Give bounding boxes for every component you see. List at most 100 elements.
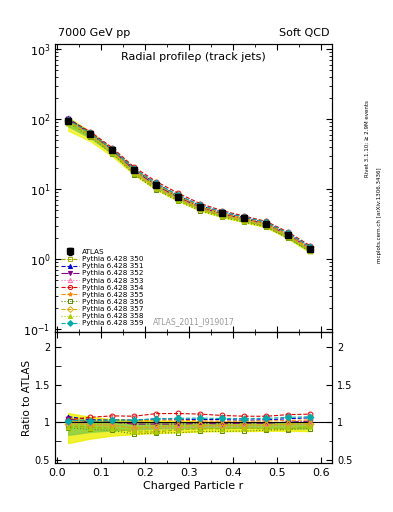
Pythia 6.428 359: [88, 130, 93, 136]
Text: ATLAS_2011_I919017: ATLAS_2011_I919017: [152, 317, 235, 326]
Pythia 6.428 353: [220, 212, 224, 218]
Pythia 6.428 353: [198, 205, 202, 211]
Pythia 6.428 354: [110, 144, 114, 151]
Pythia 6.428 352: [132, 167, 136, 174]
Pythia 6.428 359: [154, 180, 158, 186]
Pythia 6.428 351: [66, 115, 71, 121]
Pythia 6.428 358: [154, 185, 158, 191]
Pythia 6.428 359: [308, 244, 312, 250]
Pythia 6.428 353: [176, 196, 180, 202]
Pythia 6.428 355: [286, 231, 290, 238]
Pythia 6.428 357: [264, 222, 268, 228]
Pythia 6.428 350: [154, 186, 158, 192]
Pythia 6.428 356: [110, 151, 114, 157]
Pythia 6.428 359: [220, 209, 224, 215]
Pythia 6.428 358: [308, 247, 312, 253]
Pythia 6.428 353: [132, 169, 136, 175]
Pythia 6.428 352: [66, 116, 71, 122]
Pythia 6.428 351: [264, 220, 268, 226]
Line: Pythia 6.428 350: Pythia 6.428 350: [66, 120, 312, 253]
Pythia 6.428 358: [198, 206, 202, 212]
Pythia 6.428 356: [286, 235, 290, 241]
Text: Rivet 3.1.10; ≥ 2.9M events: Rivet 3.1.10; ≥ 2.9M events: [365, 100, 370, 177]
Pythia 6.428 355: [66, 117, 71, 123]
Pythia 6.428 351: [176, 193, 180, 199]
Pythia 6.428 351: [88, 130, 93, 136]
Pythia 6.428 357: [110, 148, 114, 155]
Pythia 6.428 351: [198, 202, 202, 208]
Pythia 6.428 351: [220, 209, 224, 216]
Pythia 6.428 355: [88, 130, 93, 136]
Pythia 6.428 355: [308, 245, 312, 251]
Pythia 6.428 356: [308, 248, 312, 254]
Pythia 6.428 353: [110, 148, 114, 155]
Pythia 6.428 350: [308, 247, 312, 253]
Pythia 6.428 354: [198, 201, 202, 207]
Pythia 6.428 352: [110, 147, 114, 153]
Pythia 6.428 358: [88, 133, 93, 139]
Pythia 6.428 359: [176, 192, 180, 198]
Line: Pythia 6.428 357: Pythia 6.428 357: [66, 119, 312, 252]
Pythia 6.428 356: [198, 207, 202, 214]
Pythia 6.428 352: [198, 204, 202, 210]
Pythia 6.428 353: [66, 118, 71, 124]
Pythia 6.428 358: [264, 223, 268, 229]
Line: Pythia 6.428 355: Pythia 6.428 355: [66, 118, 312, 250]
Pythia 6.428 356: [242, 219, 246, 225]
Pythia 6.428 352: [154, 182, 158, 188]
Pythia 6.428 355: [198, 203, 202, 209]
Pythia 6.428 358: [220, 213, 224, 219]
Pythia 6.428 351: [110, 146, 114, 153]
Pythia 6.428 355: [220, 210, 224, 216]
Line: Pythia 6.428 358: Pythia 6.428 358: [66, 120, 312, 253]
Pythia 6.428 352: [220, 211, 224, 217]
Pythia 6.428 354: [154, 179, 158, 185]
Line: Pythia 6.428 354: Pythia 6.428 354: [66, 117, 312, 248]
Pythia 6.428 350: [264, 224, 268, 230]
Pythia 6.428 357: [308, 246, 312, 252]
Pythia 6.428 358: [242, 218, 246, 224]
X-axis label: Charged Particle r: Charged Particle r: [143, 481, 244, 491]
Pythia 6.428 351: [242, 215, 246, 221]
Pythia 6.428 352: [286, 232, 290, 238]
Pythia 6.428 359: [264, 219, 268, 225]
Pythia 6.428 350: [242, 218, 246, 224]
Pythia 6.428 354: [242, 213, 246, 219]
Pythia 6.428 359: [198, 202, 202, 208]
Pythia 6.428 358: [110, 150, 114, 156]
Pythia 6.428 354: [220, 207, 224, 214]
Pythia 6.428 350: [66, 119, 71, 125]
Pythia 6.428 351: [286, 230, 290, 237]
Pythia 6.428 359: [132, 166, 136, 172]
Pythia 6.428 352: [242, 216, 246, 222]
Pythia 6.428 354: [308, 243, 312, 249]
Pythia 6.428 353: [154, 184, 158, 190]
Pythia 6.428 356: [264, 224, 268, 230]
Pythia 6.428 357: [176, 195, 180, 201]
Pythia 6.428 351: [154, 180, 158, 186]
Text: Radial profileρ (track jets): Radial profileρ (track jets): [121, 52, 266, 62]
Pythia 6.428 350: [132, 170, 136, 177]
Pythia 6.428 354: [264, 218, 268, 224]
Pythia 6.428 350: [110, 150, 114, 156]
Pythia 6.428 353: [308, 247, 312, 253]
Legend: ATLAS, Pythia 6.428 350, Pythia 6.428 351, Pythia 6.428 352, Pythia 6.428 353, P: ATLAS, Pythia 6.428 350, Pythia 6.428 35…: [59, 247, 145, 329]
Pythia 6.428 359: [286, 230, 290, 236]
Pythia 6.428 357: [88, 132, 93, 138]
Pythia 6.428 355: [176, 193, 180, 199]
Pythia 6.428 354: [132, 164, 136, 170]
Pythia 6.428 356: [66, 120, 71, 126]
Pythia 6.428 357: [66, 118, 71, 124]
Pythia 6.428 353: [286, 233, 290, 239]
Pythia 6.428 350: [88, 133, 93, 139]
Pythia 6.428 356: [132, 172, 136, 178]
Pythia 6.428 357: [242, 217, 246, 223]
Pythia 6.428 358: [66, 119, 71, 125]
Pythia 6.428 357: [132, 169, 136, 175]
Y-axis label: Ratio to ATLAS: Ratio to ATLAS: [22, 360, 32, 436]
Pythia 6.428 357: [154, 184, 158, 190]
Line: Pythia 6.428 352: Pythia 6.428 352: [66, 117, 312, 251]
Text: mcplots.cern.ch [arXiv:1306.3436]: mcplots.cern.ch [arXiv:1306.3436]: [377, 167, 382, 263]
Pythia 6.428 355: [132, 166, 136, 172]
Pythia 6.428 356: [154, 186, 158, 193]
